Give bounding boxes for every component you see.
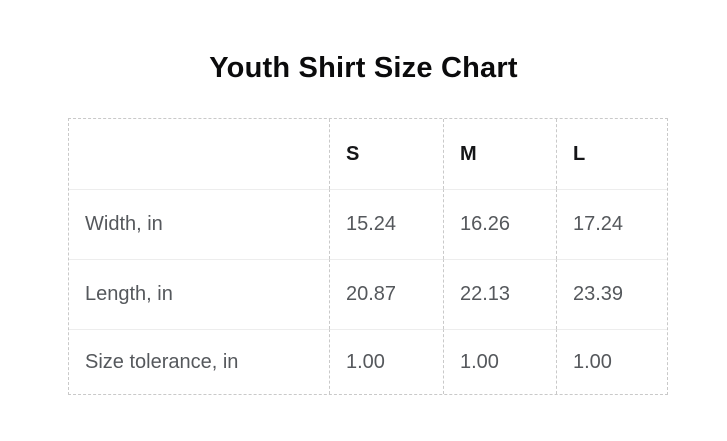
row-label-width: Width, in bbox=[69, 189, 329, 259]
size-chart-table: S M L Width, in 15.24 16.26 17.24 Length… bbox=[68, 118, 668, 395]
cell-length-l: 23.39 bbox=[556, 259, 667, 329]
row-label-size-tolerance: Size tolerance, in bbox=[69, 329, 329, 394]
table-header-cell-l: L bbox=[556, 119, 667, 189]
table-row-length: Length, in 20.87 22.13 23.39 bbox=[69, 259, 667, 329]
cell-size-tolerance-s: 1.00 bbox=[329, 329, 443, 394]
cell-width-m: 16.26 bbox=[443, 189, 556, 259]
cell-size-tolerance-l: 1.00 bbox=[556, 329, 667, 394]
table-header-cell-s: S bbox=[329, 119, 443, 189]
table-header-cell-empty bbox=[69, 119, 329, 189]
cell-size-tolerance-m: 1.00 bbox=[443, 329, 556, 394]
table-header-cell-m: M bbox=[443, 119, 556, 189]
cell-length-s: 20.87 bbox=[329, 259, 443, 329]
table-row-width: Width, in 15.24 16.26 17.24 bbox=[69, 189, 667, 259]
row-label-length: Length, in bbox=[69, 259, 329, 329]
table-row-size-tolerance: Size tolerance, in 1.00 1.00 1.00 bbox=[69, 329, 667, 394]
cell-width-s: 15.24 bbox=[329, 189, 443, 259]
cell-length-m: 22.13 bbox=[443, 259, 556, 329]
table-header-row: S M L bbox=[69, 119, 667, 189]
page-title: Youth Shirt Size Chart bbox=[209, 52, 518, 84]
cell-width-l: 17.24 bbox=[556, 189, 667, 259]
